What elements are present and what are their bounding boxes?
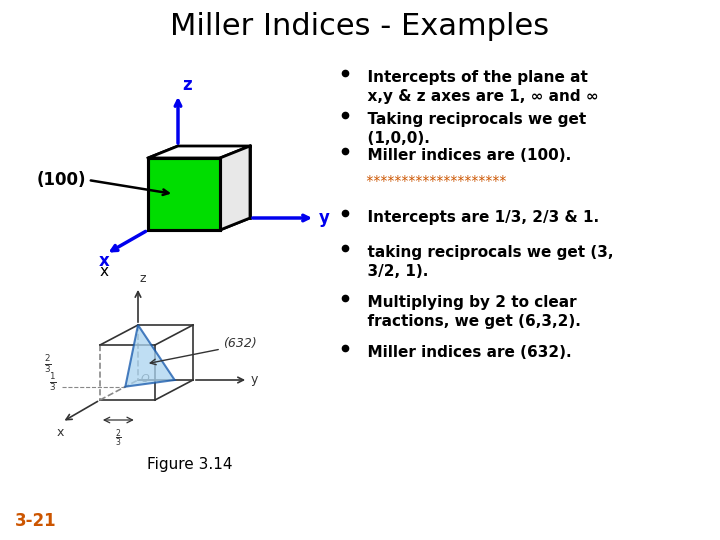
Text: 3-21: 3-21 (15, 512, 57, 530)
Text: Intercepts of the plane at
  x,y & z axes are 1, ∞ and ∞: Intercepts of the plane at x,y & z axes … (357, 70, 598, 104)
Polygon shape (148, 158, 220, 230)
Text: Miller indices are (632).: Miller indices are (632). (357, 345, 572, 360)
Text: (100): (100) (37, 171, 86, 189)
Text: Multiplying by 2 to clear
  fractions, we get (6,3,2).: Multiplying by 2 to clear fractions, we … (357, 295, 581, 329)
Polygon shape (125, 325, 175, 387)
Text: Miller Indices - Examples: Miller Indices - Examples (171, 12, 549, 41)
Text: taking reciprocals we get (3,
  3/2, 1).: taking reciprocals we get (3, 3/2, 1). (357, 245, 613, 279)
Text: x: x (99, 264, 109, 279)
Text: Taking reciprocals we get
  (1,0,0).: Taking reciprocals we get (1,0,0). (357, 112, 586, 146)
Polygon shape (148, 146, 250, 158)
Text: $\frac{1}{3}$: $\frac{1}{3}$ (50, 371, 57, 393)
Text: z: z (140, 272, 146, 285)
Text: Intercepts are 1/3, 2/3 & 1.: Intercepts are 1/3, 2/3 & 1. (357, 210, 599, 225)
Text: x: x (99, 252, 109, 270)
Text: $\frac{2}{3}$: $\frac{2}{3}$ (115, 428, 122, 449)
Text: x: x (56, 426, 63, 439)
Text: Miller indices are (100).: Miller indices are (100). (357, 148, 571, 163)
Text: y: y (251, 374, 258, 387)
Text: Figure 3.14: Figure 3.14 (148, 457, 233, 472)
Text: ********************: ******************** (362, 174, 506, 188)
Text: (632): (632) (223, 337, 257, 350)
Text: z: z (182, 76, 192, 94)
Text: O: O (141, 374, 150, 384)
Text: y: y (319, 209, 330, 227)
Polygon shape (220, 146, 250, 230)
Text: $\frac{2}{3}$: $\frac{2}{3}$ (44, 354, 52, 375)
